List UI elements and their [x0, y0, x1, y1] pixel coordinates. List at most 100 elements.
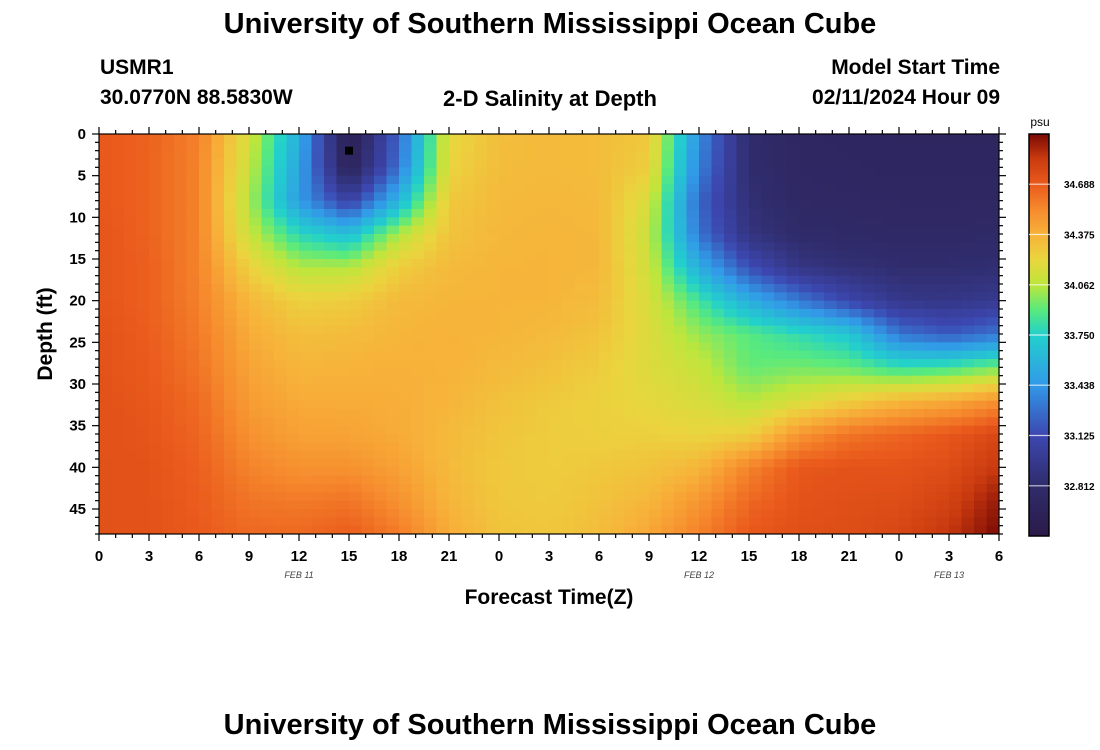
heatmap-cell: [461, 350, 475, 360]
heatmap-cell: [511, 275, 525, 285]
heatmap-cell: [624, 267, 638, 277]
heatmap-cell: [261, 509, 275, 518]
heatmap-cell: [861, 350, 875, 360]
heatmap-cell: [486, 309, 500, 318]
heatmap-cell: [236, 484, 250, 493]
heatmap-cell: [311, 517, 325, 527]
heatmap-cell: [311, 159, 325, 168]
heatmap-cell: [336, 392, 350, 402]
heatmap-cell: [236, 225, 250, 235]
heatmap-cell: [836, 475, 850, 485]
heatmap-cell: [524, 234, 538, 243]
heatmap-cell: [674, 509, 688, 518]
heatmap-cell: [724, 284, 738, 293]
heatmap-cell: [249, 484, 263, 493]
heatmap-cell: [936, 375, 950, 385]
heatmap-cell: [611, 309, 625, 318]
heatmap-cell: [224, 225, 238, 235]
heatmap-cell: [686, 375, 700, 385]
heatmap-cell: [836, 192, 850, 202]
heatmap-cell: [586, 409, 600, 418]
heatmap-cell: [161, 425, 175, 435]
heatmap-cell: [299, 459, 313, 468]
heatmap-cell: [111, 492, 125, 502]
heatmap-cell: [286, 384, 300, 393]
heatmap-cell: [949, 459, 963, 468]
heatmap-cell: [874, 442, 888, 452]
heatmap-cell: [611, 525, 625, 534]
heatmap-cell: [449, 159, 463, 168]
heatmap-cell: [861, 275, 875, 285]
heatmap-cell: [586, 517, 600, 527]
heatmap-cell: [911, 467, 925, 477]
heatmap-cell: [449, 167, 463, 177]
heatmap-cell: [736, 392, 750, 402]
heatmap-cell: [286, 134, 300, 143]
heatmap-cell: [636, 175, 650, 185]
heatmap-cell: [611, 150, 625, 160]
heatmap-cell: [261, 292, 275, 302]
heatmap-cell: [399, 275, 413, 285]
heatmap-cell: [474, 367, 488, 377]
heatmap-cell: [274, 275, 288, 285]
heatmap-cell: [436, 375, 450, 385]
heatmap-cell: [349, 359, 363, 368]
heatmap-cell: [686, 275, 700, 285]
heatmap-cell: [349, 367, 363, 377]
heatmap-cell: [586, 442, 600, 452]
heatmap-cell: [511, 150, 525, 160]
heatmap-cell: [474, 417, 488, 427]
heatmap-cell: [299, 334, 313, 343]
heatmap-cell: [161, 350, 175, 360]
heatmap-cell: [636, 392, 650, 402]
heatmap-cell: [886, 259, 900, 268]
heatmap-cell: [399, 375, 413, 385]
heatmap-cell: [711, 400, 725, 410]
heatmap-cell: [936, 367, 950, 377]
heatmap-cell: [324, 459, 338, 468]
heatmap-cell: [836, 300, 850, 310]
heatmap-cell: [361, 292, 375, 302]
heatmap-cell: [511, 475, 525, 485]
heatmap-cell: [536, 259, 550, 268]
heatmap-cell: [774, 225, 788, 235]
heatmap-cell: [449, 309, 463, 318]
heatmap-cell: [274, 342, 288, 352]
heatmap-cell: [811, 225, 825, 235]
heatmap-cell: [824, 159, 838, 168]
heatmap-cell: [436, 292, 450, 302]
colorbar-tick-label: 33.750: [1064, 331, 1095, 342]
heatmap-cell: [924, 334, 938, 343]
x-tick-label: 3: [545, 548, 553, 565]
heatmap-cell: [424, 400, 438, 410]
heatmap-cell: [386, 225, 400, 235]
heatmap-cell: [936, 259, 950, 268]
heatmap-cell: [199, 525, 213, 534]
heatmap-cell: [399, 459, 413, 468]
heatmap-cell: [686, 425, 700, 435]
heatmap-cell: [986, 409, 999, 418]
heatmap-cell: [486, 150, 500, 160]
heatmap-cell: [549, 475, 563, 485]
heatmap-cell: [886, 492, 900, 502]
heatmap-cell: [974, 309, 988, 318]
heatmap-cell: [824, 167, 838, 177]
heatmap-cell: [924, 392, 938, 402]
heatmap-cell: [911, 350, 925, 360]
heatmap-cell: [449, 359, 463, 368]
heatmap-cell: [749, 342, 763, 352]
heatmap-cell: [936, 300, 950, 310]
heatmap-cell: [549, 409, 563, 418]
heatmap-cell: [699, 509, 713, 518]
heatmap-cell: [461, 159, 475, 168]
heatmap-cell: [149, 392, 163, 402]
heatmap-cell: [786, 459, 800, 468]
heatmap-cell: [736, 509, 750, 518]
heatmap-cell: [586, 350, 600, 360]
heatmap-cell: [949, 225, 963, 235]
heatmap-cell: [374, 350, 388, 360]
heatmap-cell: [136, 200, 150, 210]
heatmap-cell: [636, 134, 650, 143]
heatmap-cell: [936, 467, 950, 477]
heatmap-cell: [361, 259, 375, 268]
